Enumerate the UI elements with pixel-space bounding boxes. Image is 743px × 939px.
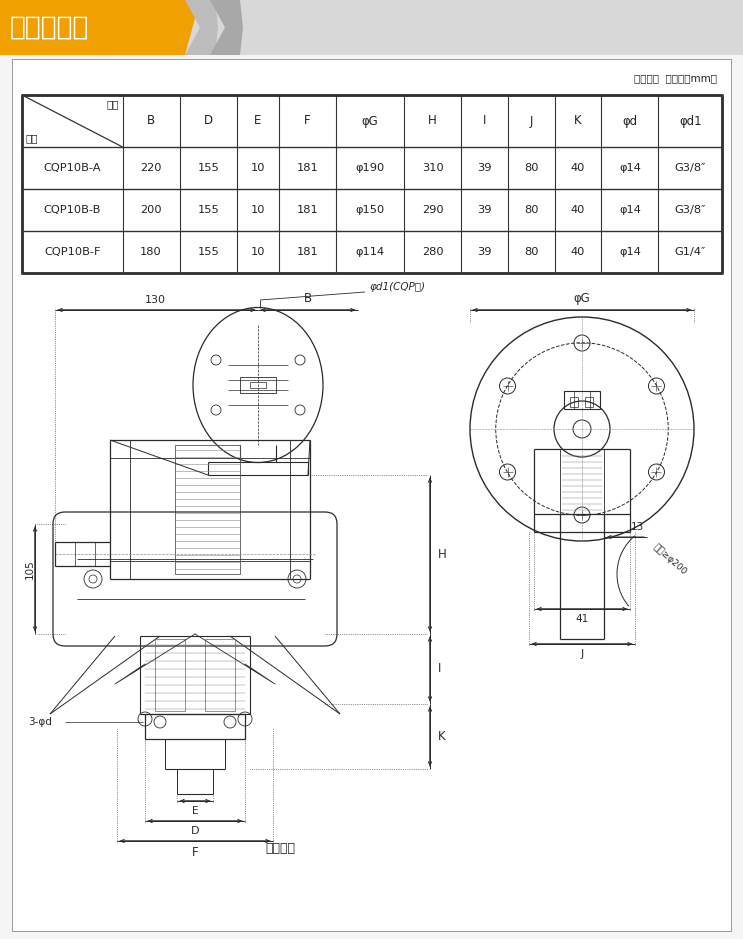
Text: 181: 181	[296, 247, 318, 257]
Text: φG: φG	[574, 292, 591, 305]
Text: B: B	[147, 115, 155, 128]
Text: H: H	[428, 115, 437, 128]
Text: I: I	[483, 115, 486, 128]
Text: 40: 40	[571, 163, 585, 173]
Text: φ14: φ14	[619, 205, 640, 215]
Text: K: K	[438, 730, 446, 743]
Text: 130: 130	[144, 295, 166, 305]
Text: G3/8″: G3/8″	[675, 163, 706, 173]
Text: F: F	[192, 846, 198, 859]
Text: 40: 40	[571, 247, 585, 257]
Text: 尺寸: 尺寸	[106, 99, 119, 109]
Text: E: E	[254, 115, 262, 128]
Text: 105: 105	[25, 560, 35, 579]
Bar	[205, 639, 235, 711]
Text: 280: 280	[422, 247, 444, 257]
Text: 39: 39	[477, 163, 492, 173]
Text: 310: 310	[422, 163, 444, 173]
Text: 155: 155	[198, 247, 219, 257]
Text: 80: 80	[524, 163, 539, 173]
Bar	[250, 382, 266, 388]
Bar	[564, 391, 600, 409]
Text: J: J	[530, 115, 533, 128]
Text: E: E	[192, 806, 198, 816]
Text: K: K	[574, 115, 582, 128]
Bar	[155, 639, 185, 711]
Bar	[585, 397, 593, 407]
Text: G1/4″: G1/4″	[675, 247, 706, 257]
Text: CQP10B-A: CQP10B-A	[44, 163, 101, 173]
Bar	[0, 0, 743, 55]
Text: φ190: φ190	[355, 163, 385, 173]
Text: φ14: φ14	[619, 163, 640, 173]
Text: φG: φG	[362, 115, 378, 128]
Text: B: B	[304, 292, 312, 305]
Bar	[240, 377, 276, 393]
Polygon shape	[0, 0, 200, 55]
Text: φd: φd	[623, 115, 637, 128]
Text: 80: 80	[524, 247, 539, 257]
Text: φ14: φ14	[619, 247, 640, 257]
Text: 13: 13	[630, 522, 643, 532]
Text: I: I	[438, 663, 441, 675]
Text: 40: 40	[571, 205, 585, 215]
Text: 181: 181	[296, 163, 318, 173]
Text: 39: 39	[477, 205, 492, 215]
Bar	[175, 445, 240, 574]
Text: J: J	[580, 649, 583, 659]
Text: 180: 180	[140, 247, 162, 257]
Text: D: D	[204, 115, 212, 128]
Text: 盘式制动器: 盘式制动器	[10, 14, 89, 40]
Text: CQP10B-F: CQP10B-F	[44, 247, 100, 257]
Bar	[570, 397, 578, 407]
Text: φ150: φ150	[355, 205, 385, 215]
Text: 10: 10	[250, 205, 265, 215]
Text: （图一）: （图一）	[265, 842, 295, 855]
Text: 155: 155	[198, 205, 219, 215]
Bar	[145, 714, 245, 739]
Text: 80: 80	[524, 205, 539, 215]
Text: 200: 200	[140, 205, 162, 215]
Text: 10: 10	[250, 247, 265, 257]
Polygon shape	[210, 0, 243, 55]
Text: 290: 290	[422, 205, 444, 215]
Text: 39: 39	[477, 247, 492, 257]
Text: 220: 220	[140, 163, 162, 173]
Text: G3/8″: G3/8″	[675, 205, 706, 215]
Text: 型号: 型号	[26, 133, 39, 143]
Text: 轴径≥φ200: 轴径≥φ200	[652, 542, 689, 577]
Text: H: H	[438, 548, 447, 561]
Text: 3-φd: 3-φd	[28, 717, 52, 727]
Text: （表二）  单位：（mm）: （表二） 单位：（mm）	[634, 73, 717, 83]
Text: φd1(CQP型): φd1(CQP型)	[370, 282, 426, 292]
Text: 10: 10	[250, 163, 265, 173]
Text: 41: 41	[575, 614, 588, 624]
Text: 155: 155	[198, 163, 219, 173]
Bar	[22, 95, 722, 273]
Text: φd1: φd1	[679, 115, 701, 128]
Text: D: D	[191, 826, 199, 836]
Text: φ114: φ114	[355, 247, 385, 257]
Text: 181: 181	[296, 205, 318, 215]
Text: F: F	[304, 115, 311, 128]
Polygon shape	[185, 0, 218, 55]
Text: CQP10B-B: CQP10B-B	[44, 205, 101, 215]
